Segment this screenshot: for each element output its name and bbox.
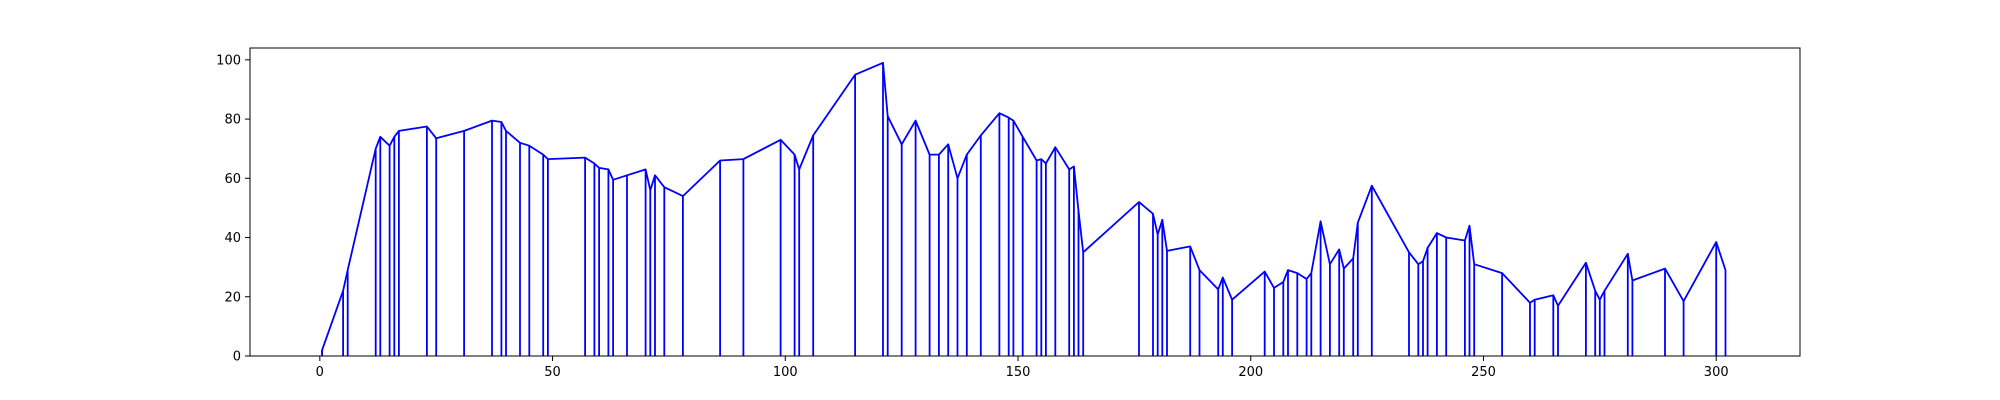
y-tick-label: 0 [233, 350, 241, 365]
y-axis-ticks: 0 20 40 60 80 100 [216, 53, 250, 365]
x-tick-label: 200 [1238, 365, 1263, 380]
y-tick-label: 60 [224, 172, 241, 187]
y-tick-label: 100 [216, 53, 241, 68]
x-tick-label: 300 [1704, 365, 1729, 380]
x-tick-label: 250 [1471, 365, 1496, 380]
x-tick-label: 150 [1006, 365, 1031, 380]
chart-marks [321, 61, 1727, 356]
x-tick-label: 0 [316, 365, 324, 380]
series-line [321, 61, 1727, 356]
y-tick-label: 20 [224, 290, 241, 305]
x-axis-ticks: 0 50 100 150 200 250 300 [316, 356, 1729, 380]
y-tick-label: 80 [224, 113, 241, 128]
x-tick-label: 100 [773, 365, 798, 380]
plot-frame [249, 47, 1801, 357]
x-tick-label: 50 [544, 365, 561, 380]
y-tick-label: 40 [224, 231, 241, 246]
